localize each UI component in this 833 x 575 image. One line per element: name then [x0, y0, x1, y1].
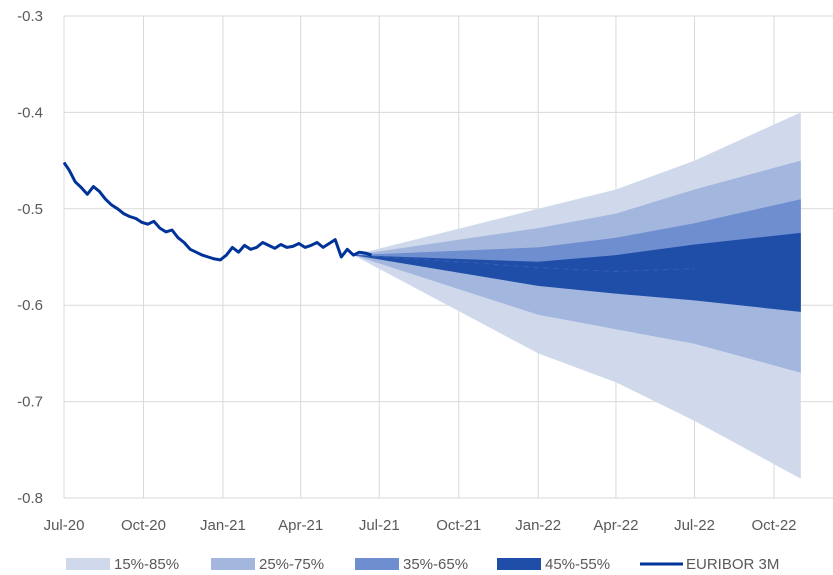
- x-tick-label: Jul-22: [674, 517, 715, 534]
- legend-label: 35%-65%: [403, 556, 468, 573]
- x-tick-label: Apr-21: [278, 517, 323, 534]
- fan-band-45%-55%: [353, 232, 801, 312]
- legend-swatch: [497, 558, 541, 570]
- y-tick-label: -0.4: [17, 104, 43, 121]
- x-tick-label: Jan-21: [200, 517, 246, 534]
- x-tick-label: Jul-21: [359, 517, 400, 534]
- legend-swatch: [66, 558, 110, 570]
- y-axis: -0.3 -0.4 -0.5 -0.6 -0.7 -0.8: [17, 8, 43, 507]
- y-tick-label: -0.5: [17, 201, 43, 218]
- legend-swatch: [211, 558, 255, 570]
- x-tick-label: Oct-21: [436, 517, 481, 534]
- legend-label: 25%-75%: [259, 556, 324, 573]
- series-line-euribor-3m: [62, 161, 372, 262]
- median-line: [353, 254, 695, 273]
- legend-label: 45%-55%: [545, 556, 610, 573]
- x-tick-label: Oct-20: [121, 517, 166, 534]
- chart-lines: [62, 161, 695, 273]
- legend: 15%-85% 25%-75% 35%-65% 45%-55% EURIBOR 3M: [66, 556, 779, 573]
- fan-bands: [353, 112, 801, 479]
- y-tick-label: -0.3: [17, 8, 43, 25]
- x-tick-label: Jan-22: [515, 517, 561, 534]
- x-axis: Jul-20 Oct-20 Jan-21 Apr-21 Jul-21 Oct-21 Jan-…: [44, 517, 797, 534]
- x-tick-label: Jul-20: [44, 517, 85, 534]
- legend-label: 15%-85%: [114, 556, 179, 573]
- y-tick-label: -0.7: [17, 394, 43, 411]
- legend-label: EURIBOR 3M: [686, 556, 779, 573]
- x-tick-label: Apr-22: [593, 517, 638, 534]
- y-tick-label: -0.8: [17, 490, 43, 507]
- legend-swatch: [355, 558, 399, 570]
- x-tick-label: Oct-22: [751, 517, 796, 534]
- y-tick-label: -0.6: [17, 297, 43, 314]
